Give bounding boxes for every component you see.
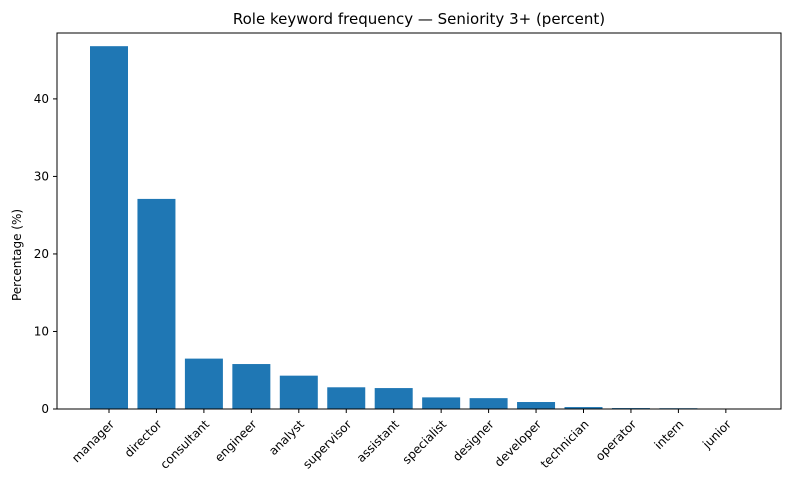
x-tick-label-operator: operator — [593, 417, 639, 463]
bar-manager — [90, 46, 128, 410]
bar-developer — [517, 402, 556, 409]
plot-frame — [56, 32, 782, 410]
bar-assistant — [374, 388, 413, 409]
bar-supervisor — [327, 387, 366, 409]
bar-designer — [469, 398, 508, 409]
y-axis-label: Percentage (%) — [10, 209, 24, 301]
x-tick-label-assistant: assistant — [354, 417, 402, 465]
bar-specialist — [422, 397, 461, 409]
bar-technician — [564, 407, 603, 409]
chart-title: Role keyword frequency — Seniority 3+ (p… — [233, 10, 605, 28]
x-tick-label-consultant: consultant — [157, 417, 212, 472]
x-tick-label-specialist: specialist — [400, 417, 450, 467]
bar-director — [137, 198, 176, 409]
y-tick-label: 40 — [34, 92, 49, 106]
x-tick-label-engineer: engineer — [212, 417, 260, 465]
x-tick-label-developer: developer — [492, 417, 544, 469]
bar-analyst — [279, 375, 318, 409]
x-tick-label-supervisor: supervisor — [300, 417, 354, 471]
x-tick-label-intern: intern — [652, 417, 687, 452]
x-tick-label-analyst: analyst — [266, 417, 307, 458]
y-tick-label: 30 — [34, 169, 49, 183]
bar-engineer — [232, 364, 271, 409]
x-tick-label-designer: designer — [450, 417, 497, 464]
x-tick-label-technician: technician — [538, 417, 592, 471]
y-tick-label: 10 — [34, 324, 49, 338]
x-tick-label-junior: junior — [699, 417, 734, 452]
bar-consultant — [184, 358, 223, 409]
x-tick-label-director: director — [122, 417, 165, 460]
y-tick-label: 0 — [41, 402, 49, 416]
x-tick-label-manager: manager — [69, 417, 117, 465]
y-tick-label: 20 — [34, 247, 49, 261]
